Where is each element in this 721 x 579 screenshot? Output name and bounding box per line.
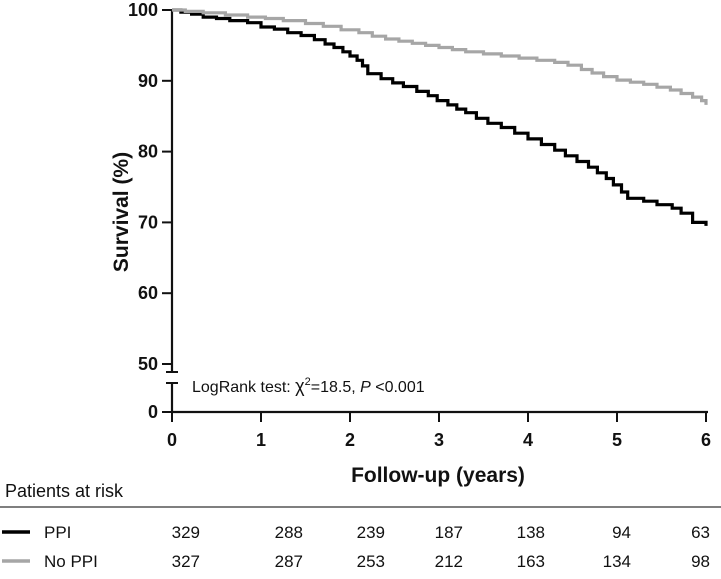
annotation-chi: χ (295, 376, 305, 396)
annotation-stat: =18.5, (311, 379, 360, 396)
x-tick-label: 4 (523, 430, 533, 450)
risk-row-label: PPI (44, 523, 71, 542)
y-tick-label: 70 (138, 212, 158, 232)
series-line-no-ppi (172, 8, 708, 105)
x-tick-label: 1 (256, 430, 266, 450)
risk-value: 63 (691, 523, 710, 542)
annotation-p: P (360, 379, 371, 396)
x-axis-title: Follow-up (years) (351, 464, 525, 487)
y-tick-label: 50 (138, 354, 158, 374)
risk-value: 212 (435, 552, 463, 571)
risk-value: 327 (172, 552, 200, 571)
series-lines (172, 8, 708, 226)
series-line-ppi (172, 8, 708, 226)
annotation-pval: <0.001 (371, 379, 425, 396)
annotation-prefix: LogRank test: (192, 379, 295, 396)
risk-value: 94 (612, 523, 631, 542)
risk-value: 287 (275, 552, 303, 571)
risk-row-label: No PPI (44, 552, 98, 571)
risk-value: 98 (691, 552, 710, 571)
risk-value: 138 (517, 523, 545, 542)
risk-table-title: Patients at risk (5, 481, 124, 501)
x-tick-label: 0 (167, 430, 177, 450)
risk-value: 253 (357, 552, 385, 571)
y-tick-label: 90 (138, 71, 158, 91)
risk-value: 134 (603, 552, 631, 571)
x-tick-label: 6 (701, 430, 711, 450)
risk-table: Patients at risk PPI 329 288 239 187 138 94 63 N… (0, 481, 721, 571)
x-tick-label: 2 (345, 430, 355, 450)
y-tick-label: 60 (138, 283, 158, 303)
risk-value: 187 (435, 523, 463, 542)
y-axis-title: Survival (%) (110, 152, 133, 272)
risk-value: 288 (275, 523, 303, 542)
annotation-sup: 2 (305, 376, 311, 388)
x-tick-label: 3 (434, 430, 444, 450)
axes: 50 60 70 80 90 100 00 1 2 3 4 5 6 (128, 0, 711, 450)
y-tick-label: 100 (128, 0, 158, 20)
y-tick-label: 80 (138, 142, 158, 162)
risk-value: 163 (517, 552, 545, 571)
y-tick-label: 0 (148, 402, 158, 422)
risk-value: 239 (357, 523, 385, 542)
risk-value: 329 (172, 523, 200, 542)
logrank-annotation: LogRank test: χ2=18.5, P <0.001 (192, 376, 425, 396)
x-tick-label: 5 (612, 430, 622, 450)
